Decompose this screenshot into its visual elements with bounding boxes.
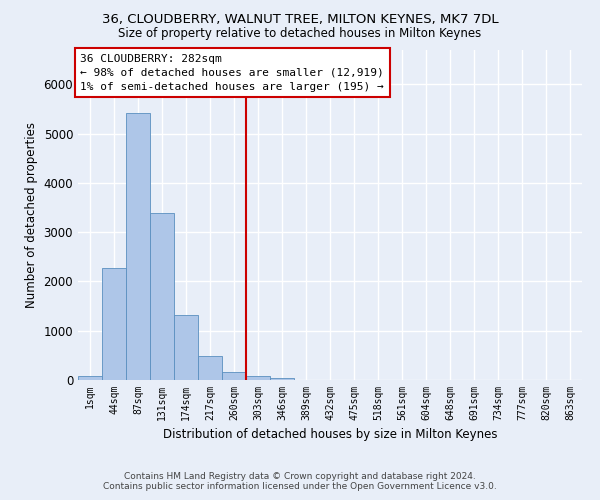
Bar	[222, 372, 246, 380]
Bar	[198, 356, 222, 380]
Bar	[150, 213, 174, 380]
X-axis label: Distribution of detached houses by size in Milton Keynes: Distribution of detached houses by size …	[163, 428, 497, 442]
Bar	[246, 376, 270, 380]
Bar	[102, 268, 126, 380]
Text: 36 CLOUDBERRY: 282sqm
← 98% of detached houses are smaller (12,919)
1% of semi-d: 36 CLOUDBERRY: 282sqm ← 98% of detached …	[80, 54, 384, 92]
Text: Contains HM Land Registry data © Crown copyright and database right 2024.
Contai: Contains HM Land Registry data © Crown c…	[103, 472, 497, 491]
Bar	[126, 113, 150, 380]
Bar	[174, 316, 198, 380]
Bar	[270, 378, 294, 380]
Bar	[78, 376, 102, 380]
Y-axis label: Number of detached properties: Number of detached properties	[25, 122, 38, 308]
Text: Size of property relative to detached houses in Milton Keynes: Size of property relative to detached ho…	[118, 28, 482, 40]
Text: 36, CLOUDBERRY, WALNUT TREE, MILTON KEYNES, MK7 7DL: 36, CLOUDBERRY, WALNUT TREE, MILTON KEYN…	[101, 12, 499, 26]
